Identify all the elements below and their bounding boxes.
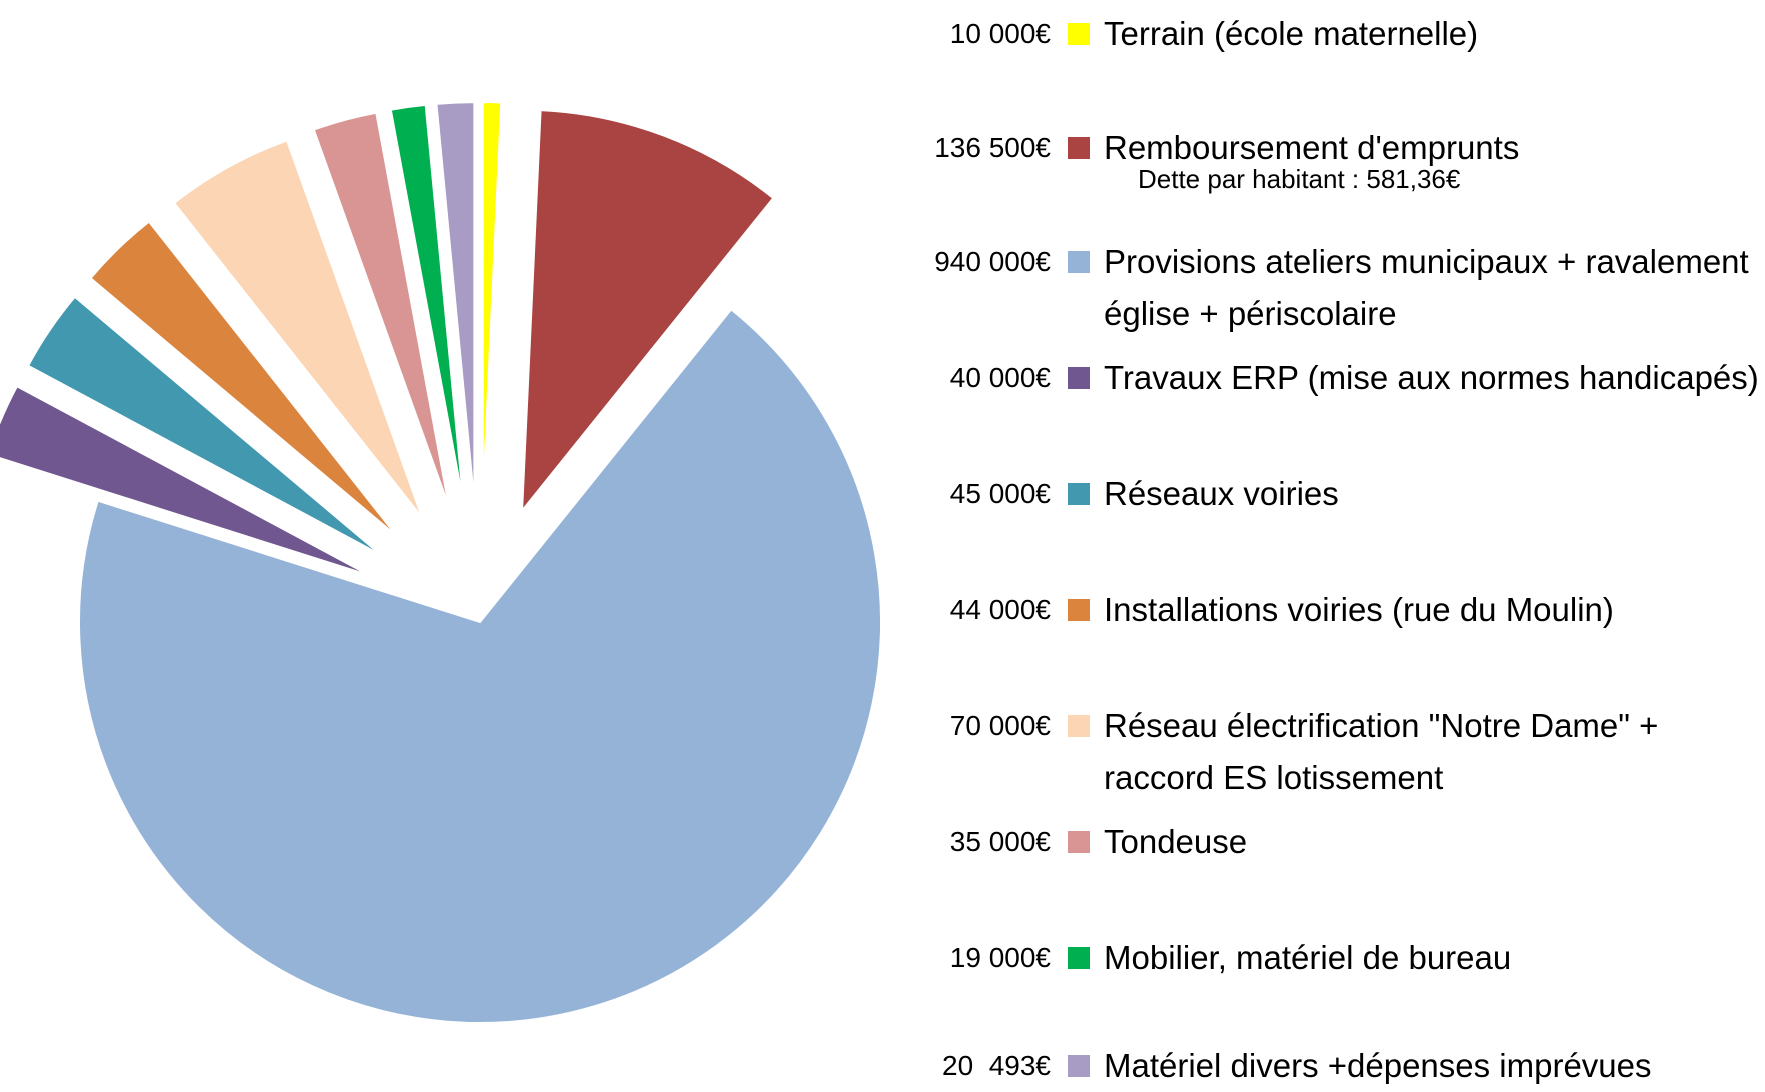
legend-swatch <box>1068 23 1090 45</box>
pie-slice <box>435 101 476 504</box>
legend-label: Réseaux voiries <box>1104 475 1339 512</box>
value-label: 136 500€ <box>934 132 1051 163</box>
legend-swatch <box>1068 831 1090 853</box>
pie-chart <box>0 101 882 1024</box>
value-label: 19 000€ <box>949 942 1051 973</box>
pie-slice <box>89 220 399 538</box>
pie-slice <box>0 384 371 577</box>
pie-slice <box>26 295 383 557</box>
legend-label: Travaux ERP (mise aux normes handicapés) <box>1104 359 1759 396</box>
legend-label: Terrain (école maternelle) <box>1104 15 1479 52</box>
pie-slice <box>312 111 451 508</box>
legend-label: Remboursement d'emprunts <box>1104 129 1520 166</box>
pie-slice <box>78 307 882 1024</box>
annotation: Dette par habitant : 581,36€ <box>1138 164 1461 194</box>
legend-swatch <box>1068 599 1090 621</box>
legend-label: Mobilier, matériel de bureau <box>1104 939 1512 976</box>
legend-swatch <box>1068 367 1090 389</box>
legend-swatch <box>1068 483 1090 505</box>
value-label: 940 000€ <box>934 246 1051 277</box>
legend-swatch <box>1068 137 1090 159</box>
value-label: 40 000€ <box>949 362 1051 393</box>
legend-label: Matériel divers +dépenses imprévues <box>1104 1047 1652 1084</box>
pie-slice <box>520 109 775 514</box>
legend-swatch <box>1068 251 1090 273</box>
pie-slice <box>389 103 465 505</box>
legend-swatch <box>1068 947 1090 969</box>
pie-slice <box>481 101 503 504</box>
legend-label: Réseau électrification "Notre Dame" + ra… <box>1104 707 1659 796</box>
value-label: 70 000€ <box>949 710 1051 741</box>
legend-label: Installations voiries (rue du Moulin) <box>1104 591 1614 628</box>
value-label: 44 000€ <box>949 594 1051 625</box>
pie-slice <box>172 139 424 519</box>
legend-swatch <box>1068 1055 1090 1077</box>
value-label: 35 000€ <box>949 826 1051 857</box>
value-label: 10 000€ <box>949 18 1051 49</box>
legend-label: Tondeuse <box>1104 823 1248 860</box>
value-label: 45 000€ <box>949 478 1051 509</box>
legend-label: Provisions ateliers municipaux + ravalem… <box>1104 243 1749 332</box>
value-label: 20 493€ <box>942 1050 1051 1081</box>
legend-swatch <box>1068 715 1090 737</box>
